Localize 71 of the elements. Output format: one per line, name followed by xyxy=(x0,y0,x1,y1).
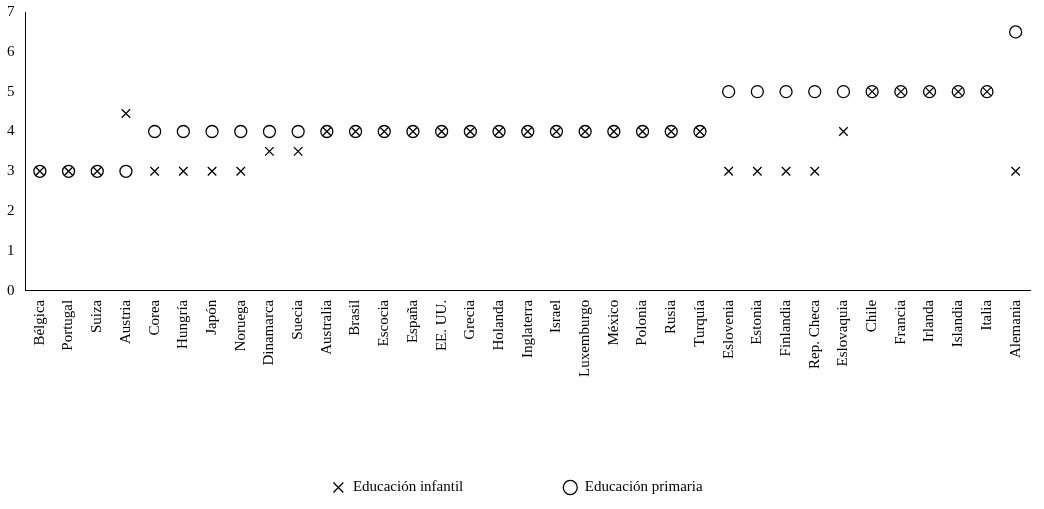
x-tick-label: Suiza xyxy=(88,299,105,334)
x-tick-label: Chile xyxy=(863,299,880,333)
y-tick-label: 2 xyxy=(7,202,15,219)
x-tick-label: Turquía xyxy=(690,299,707,347)
point xyxy=(121,108,131,119)
x-tick-label: Japón xyxy=(202,299,219,335)
point xyxy=(235,166,246,177)
point xyxy=(781,166,791,177)
point xyxy=(291,124,305,139)
point xyxy=(148,124,162,139)
x-tick-label: Austria xyxy=(116,299,133,344)
x-tick-label: Islandia xyxy=(949,299,966,348)
x-tick-label: Bélgica xyxy=(30,299,47,346)
point xyxy=(262,124,277,139)
y-tick-label: 7 xyxy=(7,2,15,19)
point xyxy=(178,166,189,177)
x-tick-label: Brasil xyxy=(346,299,363,336)
x-tick-label: Finlandia xyxy=(776,299,793,357)
x-tick-label: España xyxy=(403,299,420,344)
x-tick-label: Grecia xyxy=(461,299,478,340)
x-tick-label: Inglaterra xyxy=(518,299,535,359)
x-tick-label: Rep. Checa xyxy=(805,299,822,369)
y-tick-label: 0 xyxy=(7,281,15,298)
x-tick-label: Noruega xyxy=(231,299,248,352)
point xyxy=(752,166,763,177)
y-tick-label: 6 xyxy=(7,42,15,59)
point xyxy=(293,146,304,157)
x-tick-label: Rusia xyxy=(662,299,679,334)
x-tick-label: Corea xyxy=(145,299,162,336)
x-tick-label: México xyxy=(604,299,621,346)
point xyxy=(779,85,793,99)
point xyxy=(119,164,133,178)
x-tick-label: Suecia xyxy=(289,299,306,340)
point xyxy=(1009,25,1023,39)
point xyxy=(808,85,822,99)
x-tick-label: Alemania xyxy=(1006,299,1023,359)
x-tick-label: Hungría xyxy=(174,299,191,349)
legend-label: Educación primaria xyxy=(584,478,703,495)
point xyxy=(838,126,849,137)
point xyxy=(722,85,736,99)
x-tick-label: Israel xyxy=(547,299,564,334)
point xyxy=(723,166,734,177)
point xyxy=(809,166,820,177)
x-tick-label: Polonia xyxy=(633,299,650,346)
y-tick-label: 5 xyxy=(7,82,15,99)
point xyxy=(836,85,851,99)
point xyxy=(176,124,190,139)
y-tick-label: 3 xyxy=(7,162,15,179)
point xyxy=(207,166,217,177)
x-tick-label: Luxemburgo xyxy=(576,299,593,378)
x-tick-label: Estonia xyxy=(748,299,765,345)
x-tick-label: Eslovaquia xyxy=(834,299,851,367)
point xyxy=(234,124,248,139)
x-tick-label: Irlanda xyxy=(920,299,937,343)
x-tick-label: Eslovenia xyxy=(719,299,736,359)
x-tick-label: Holanda xyxy=(489,299,506,351)
y-tick-label: 4 xyxy=(7,122,15,139)
x-tick-label: Italia xyxy=(977,299,994,331)
point xyxy=(264,146,275,157)
point xyxy=(149,166,160,177)
x-tick-label: Dinamarca xyxy=(260,299,277,366)
x-tick-label: Escocia xyxy=(375,299,392,347)
x-tick-label: Francia xyxy=(891,299,908,345)
point xyxy=(205,124,219,139)
x-tick-label: EE. UU. xyxy=(432,299,449,352)
x-tick-label: Portugal xyxy=(59,299,76,351)
x-tick-label: Australia xyxy=(317,299,334,355)
y-tick-label: 1 xyxy=(7,241,15,258)
point xyxy=(750,85,764,99)
legend-label: Educación infantil xyxy=(352,478,464,495)
point xyxy=(1010,166,1021,177)
